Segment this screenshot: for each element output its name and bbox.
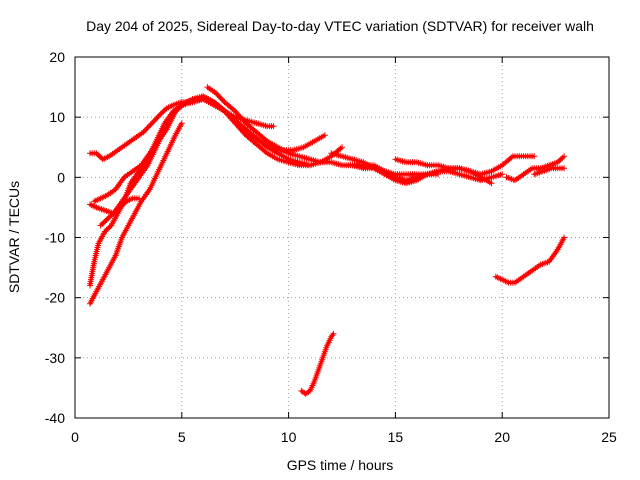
- data-point: [561, 165, 568, 172]
- series-arc-n: [492, 234, 568, 286]
- series-arc-m: [298, 330, 337, 397]
- y-tick-label: -10: [45, 230, 65, 246]
- x-tick-label: 10: [281, 429, 297, 445]
- data-point: [136, 195, 143, 202]
- data-point: [307, 162, 313, 169]
- data-point: [561, 153, 568, 160]
- data-point: [488, 180, 495, 187]
- data-point: [270, 123, 277, 130]
- series-arc-j: [392, 156, 495, 187]
- series-arc-c: [91, 96, 328, 205]
- data-point: [531, 153, 538, 160]
- x-tick-label: 20: [494, 429, 510, 445]
- grid: [75, 57, 609, 418]
- data-point: [330, 330, 337, 337]
- series-trace: [495, 236, 566, 285]
- y-tick-label: -20: [45, 290, 65, 306]
- series-arc-d: [87, 96, 313, 289]
- x-tick-label: 5: [178, 429, 186, 445]
- series-arc-k: [503, 153, 568, 184]
- series-arc-f: [97, 195, 143, 229]
- ticks: 0 5 10 15 20 25 -40 -30 -20 -10 0 10 20: [45, 49, 617, 445]
- data-point: [561, 234, 568, 241]
- x-tick-label: 0: [71, 429, 79, 445]
- y-tick-label: 0: [57, 169, 65, 185]
- x-tick-label: 25: [601, 429, 617, 445]
- x-axis-label: GPS time / hours: [287, 457, 394, 473]
- data-point: [339, 144, 345, 151]
- data-point: [321, 132, 328, 139]
- series-trace: [88, 97, 311, 286]
- y-axis-label: SDTVAR / TECUs: [6, 181, 22, 293]
- y-tick-label: -40: [45, 410, 65, 426]
- y-tick-label: 20: [49, 49, 65, 65]
- series-layer: [87, 84, 568, 397]
- data-point: [499, 171, 506, 178]
- y-tick-label: 10: [49, 109, 65, 125]
- series-arc-l: [531, 165, 568, 178]
- x-tick-label: 15: [388, 429, 404, 445]
- y-tick-label: -30: [45, 350, 65, 366]
- chart-title: Day 204 of 2025, Sidereal Day-to-day VTE…: [86, 18, 594, 34]
- data-point: [178, 120, 185, 127]
- series-arc-e: [87, 120, 185, 307]
